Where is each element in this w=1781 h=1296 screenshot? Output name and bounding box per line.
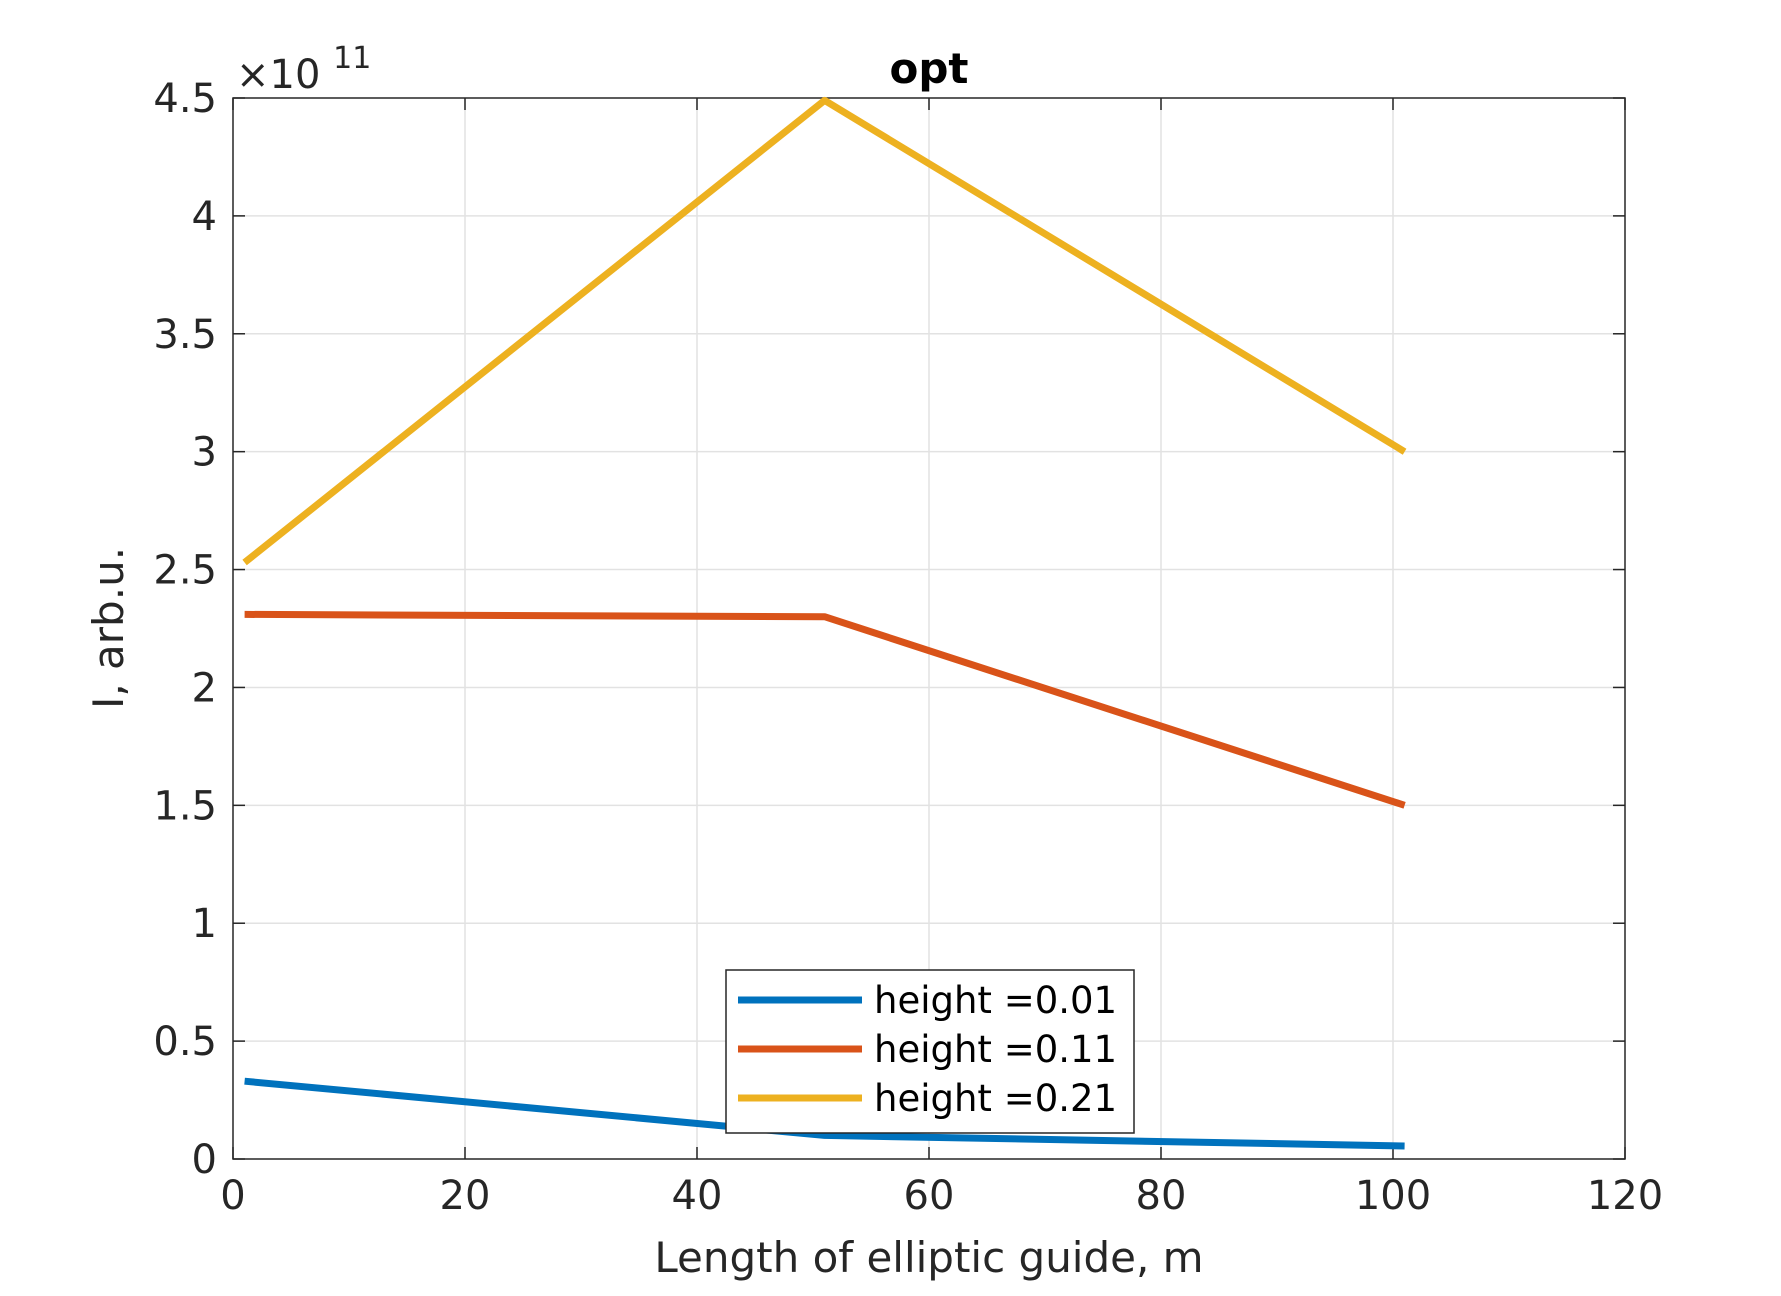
y-exponent-prefix: ×10 [236,52,320,98]
y-tick-label: 3 [192,430,217,476]
y-tick-label: 0.5 [153,1019,217,1065]
y-tick-label: 3.5 [153,312,217,358]
x-tick-label: 100 [1355,1173,1431,1219]
legend-entry-label: height =0.11 [874,1028,1117,1071]
x-tick-label: 80 [1136,1173,1187,1219]
y-tick-label: 4 [192,194,217,240]
x-tick-label: 40 [672,1173,723,1219]
y-tick-label: 4.5 [153,76,217,122]
y-tick-label: 2.5 [153,548,217,594]
y-axis-label: I, arb.u. [84,547,133,709]
chart-title: opt [890,44,969,93]
x-axis-label: Length of elliptic guide, m [654,1233,1203,1282]
y-exponent-power: 11 [333,41,371,76]
x-tick-label: 60 [904,1173,955,1219]
x-tick-label: 120 [1587,1173,1663,1219]
x-tick-label: 0 [220,1173,245,1219]
legend: height =0.01 height =0.11 height =0.21 [726,970,1134,1133]
y-tick-label: 1.5 [153,783,217,829]
y-tick-label: 2 [192,665,217,711]
legend-entry-label: height =0.21 [874,1077,1117,1120]
y-tick-label: 0 [192,1137,217,1183]
x-tick-label: 20 [440,1173,491,1219]
legend-entry-label: height =0.01 [874,979,1117,1022]
y-tick-label: 1 [192,901,217,947]
